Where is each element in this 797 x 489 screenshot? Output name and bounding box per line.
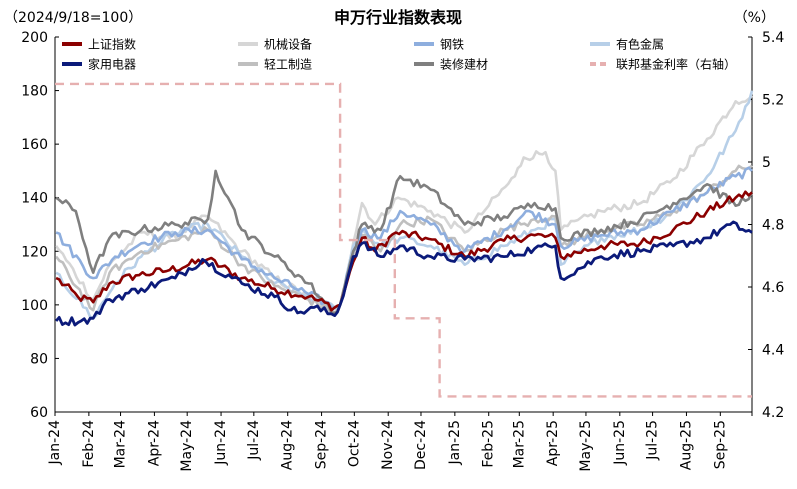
right-tick-label: 4.6	[762, 280, 784, 296]
x-tick-label: Jun-25	[612, 420, 628, 466]
right-axis-unit: （%）	[734, 10, 775, 26]
x-tick-label: Feb-25	[481, 420, 497, 468]
x-tick-label: Apr-24	[146, 420, 162, 466]
chart-title: 申万行业指数表现	[334, 8, 462, 27]
x-tick-label: Nov-24	[380, 420, 396, 470]
left-tick-label: 60	[30, 405, 48, 421]
legend-label: 轻工制造	[264, 58, 312, 72]
right-tick-label: 5.4	[762, 30, 784, 46]
x-tick-label: Sep-24	[314, 420, 330, 469]
legend-label: 上证指数	[88, 37, 136, 52]
series-line-4	[55, 220, 753, 327]
legend-label: 钢铁	[440, 38, 464, 52]
right-tick-label: 5	[762, 155, 771, 171]
x-tick-label: Sep-25	[712, 420, 728, 469]
x-tick-label: Dec-24	[413, 420, 429, 470]
left-tick-label: 200	[21, 30, 48, 46]
x-tick-label: Jun-24	[213, 420, 229, 466]
legend-label: 家用电器	[88, 57, 136, 72]
x-tick-label: Jul-24	[246, 420, 262, 461]
legend-label: 联邦基金利率（右轴）	[616, 57, 736, 72]
right-tick-label: 5.2	[762, 93, 784, 109]
right-tick-label: 4.4	[762, 343, 784, 359]
left-tick-label: 180	[21, 84, 48, 100]
series-line-6	[55, 169, 754, 315]
left-tick-label: 140	[21, 191, 48, 207]
left-tick-label: 160	[21, 137, 48, 153]
left-tick-label: 120	[21, 244, 48, 260]
legend-label: 有色金属	[616, 37, 664, 52]
plot-area	[55, 82, 754, 398]
x-tick-label: Jul-25	[645, 420, 661, 461]
right-tick-label: 4.2	[762, 405, 784, 421]
x-tick-label: May-24	[179, 420, 195, 472]
x-tick-label: Mar-25	[511, 420, 527, 468]
legend-label: 装修建材	[440, 57, 488, 72]
left-tick-label: 100	[21, 298, 48, 314]
series-line-3	[55, 90, 754, 320]
x-tick-label: Oct-24	[346, 420, 362, 467]
legend-label: 机械设备	[264, 37, 312, 52]
right-tick-label: 4.8	[762, 218, 784, 234]
left-tick-label: 80	[30, 351, 48, 367]
x-tick-label: Aug-24	[280, 420, 296, 470]
x-tick-label: May-25	[578, 420, 594, 472]
series-line-0	[55, 190, 753, 312]
x-tick-label: Jan-24	[47, 420, 63, 466]
x-tick-label: Aug-25	[678, 420, 694, 470]
x-tick-label: Feb-24	[81, 420, 97, 468]
x-tick-label: Mar-24	[113, 420, 129, 468]
x-tick-label: Jan-25	[447, 420, 463, 465]
left-axis-unit: （2024/9/18=100）	[4, 10, 142, 26]
axes: 60 80 100 120 140 160 180 200 4.2 4.4 4.6 4.8 5 5.2 5.…	[21, 30, 784, 472]
x-tick-label: Apr-25	[545, 420, 561, 466]
series-line-2	[55, 166, 753, 309]
